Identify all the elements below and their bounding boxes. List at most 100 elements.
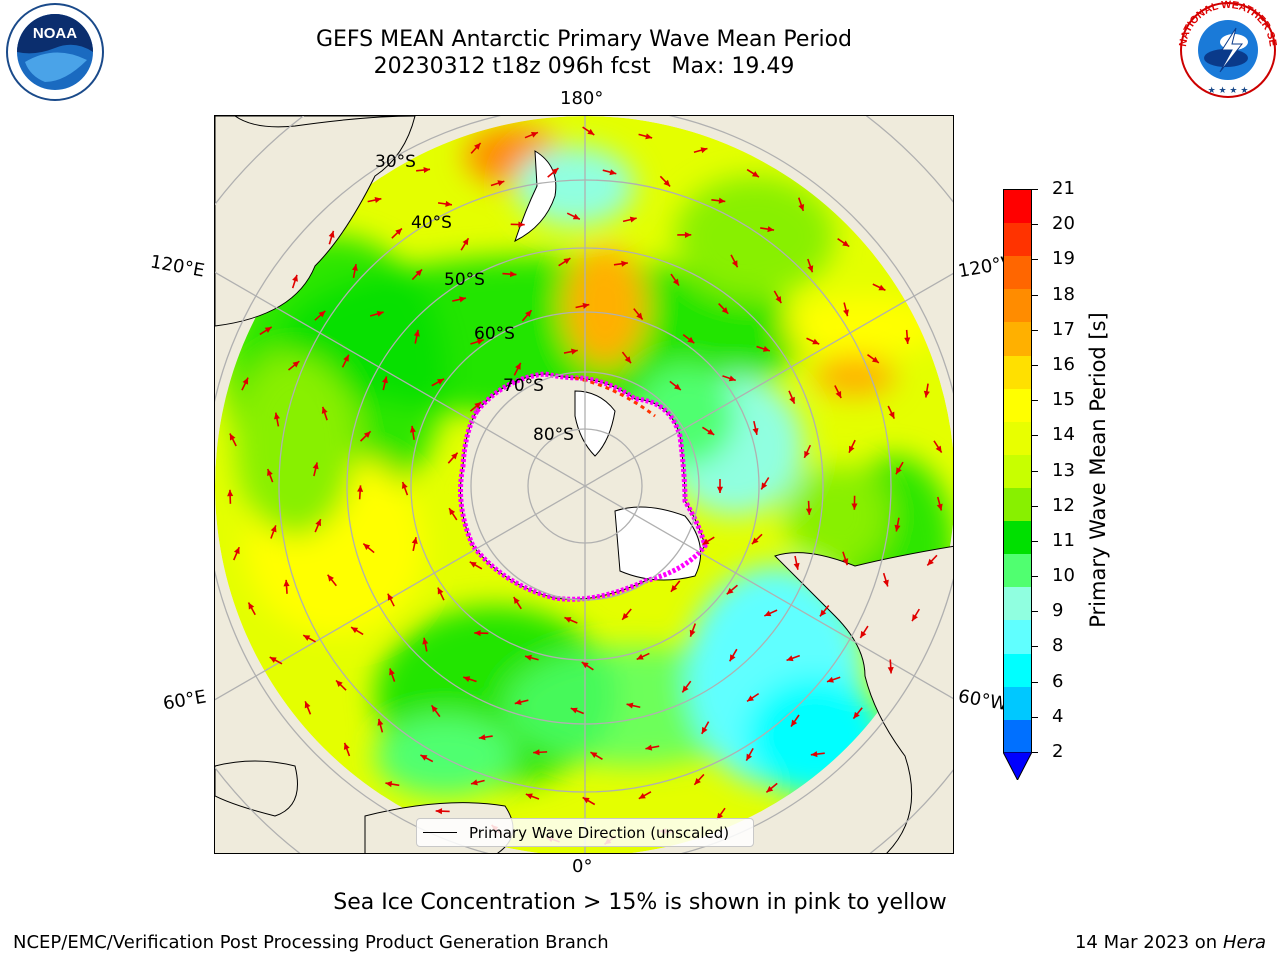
- wave-arrow-head: [729, 654, 736, 662]
- colorbar-tickmark: [1032, 470, 1038, 472]
- wave-arrow-head: [551, 168, 559, 175]
- wave-arrow-head: [728, 375, 736, 382]
- colorbar-label: Primary Wave Mean Period [s]: [1086, 312, 1110, 628]
- wave-arrow-head: [582, 797, 590, 804]
- wave-arrow-head: [716, 812, 724, 820]
- colorbar-segment: [1004, 322, 1031, 356]
- wave-arrow-head: [721, 307, 729, 314]
- wave-arrow-head: [318, 310, 326, 318]
- wave-arrow-head: [747, 695, 754, 702]
- sea-ice-caption: Sea Ice Concentration > 15% is shown in …: [333, 890, 947, 915]
- wave-arrow-head: [624, 356, 631, 364]
- wave-arrow-head: [582, 302, 590, 309]
- wave-arrow-head: [638, 792, 646, 799]
- wave-arrow-head: [409, 425, 416, 433]
- wave-arrow-head: [513, 597, 520, 604]
- wave-arrow-head: [936, 503, 943, 511]
- wave-arrow-head: [807, 265, 814, 273]
- wave-arrow-head: [374, 197, 382, 203]
- legend-label: Primary Wave Direction (unscaled): [469, 823, 730, 842]
- wave-arrow-head: [766, 785, 774, 793]
- wave-arrow-head: [871, 356, 879, 363]
- wave-arrow-head: [515, 362, 521, 370]
- colorbar-tickmark: [1032, 681, 1038, 683]
- wave-arrow-head: [395, 228, 402, 236]
- wave-direction-arrows: [227, 126, 943, 845]
- wave-arrow-head: [336, 680, 343, 687]
- wave-arrow-head: [826, 676, 834, 683]
- svg-text:★ ★ ★ ★: ★ ★ ★ ★: [1208, 86, 1249, 96]
- wave-arrow-head: [751, 537, 759, 545]
- wave-arrow-head: [451, 452, 458, 460]
- wave-arrow-head: [389, 668, 395, 676]
- wave-arrow-head: [283, 579, 290, 587]
- wave-arrow-head: [572, 213, 580, 220]
- wave-arrow-head: [590, 752, 598, 759]
- colorbar-tick-label: 15: [1052, 389, 1075, 411]
- colorbar-segment: [1004, 554, 1031, 588]
- wave-arrow-head: [798, 203, 805, 211]
- wave-arrow-head: [343, 354, 349, 362]
- wave-arrow-head: [626, 702, 634, 709]
- wave-arrow-head: [431, 705, 438, 713]
- colorbar-segment: [1004, 653, 1031, 687]
- wave-arrow-head: [357, 485, 364, 492]
- wave-arrow-head: [413, 329, 420, 337]
- map-legend: Primary Wave Direction (unscaled): [416, 818, 754, 847]
- wave-arrow-head: [673, 383, 681, 391]
- wave-arrow-head: [267, 469, 273, 476]
- wave-arrow-head: [445, 200, 452, 207]
- chart-title: GEFS MEAN Antarctic Primary Wave Mean Pe…: [315, 27, 853, 52]
- wave-arrow-head: [327, 574, 334, 582]
- wave-arrow-head: [716, 486, 724, 493]
- wave-arrow-head: [321, 406, 328, 414]
- wave-arrow-head: [894, 524, 901, 532]
- colorbar-tickmark: [1032, 646, 1038, 648]
- wave-arrow-head: [303, 635, 311, 641]
- colorbar-tick-label: 8: [1052, 635, 1064, 657]
- lat-label-70s: 70°S: [503, 376, 544, 396]
- colorbar-segment: [1004, 421, 1031, 455]
- wave-arrow-head: [752, 427, 759, 435]
- wave-arrow-head: [420, 755, 428, 761]
- chart-subtitle: 20230312 t18z 096h fcst Max: 19.49: [373, 54, 795, 79]
- lat-label-40s: 40°S: [411, 213, 452, 233]
- colorbar-segment: [1004, 454, 1031, 488]
- wave-arrow-head: [509, 271, 517, 278]
- wave-arrow-head: [819, 609, 827, 617]
- noaa-logo: NOAA: [5, 2, 105, 106]
- wave-arrow-head: [242, 377, 249, 385]
- colorbar-tick-label: 4: [1052, 705, 1064, 727]
- colorbar-segment: [1004, 355, 1031, 389]
- wave-arrow-head: [525, 654, 532, 661]
- colorbar-tick-label: 19: [1052, 248, 1075, 270]
- lon-label-60w: 60°W: [956, 685, 1010, 716]
- colorbar-tick-label: 2: [1052, 741, 1064, 762]
- colorbar-tick-label: 17: [1052, 318, 1075, 340]
- wave-arrow-head: [474, 143, 481, 150]
- colorbar-tickmark: [1032, 189, 1038, 190]
- colorbar-tickmark: [1032, 540, 1038, 542]
- wave-arrow-head: [273, 412, 280, 420]
- footer-date-text: 14 Mar 2023 on: [1074, 932, 1218, 953]
- lon-label-0: 0°: [572, 856, 593, 877]
- wave-arrow-head: [842, 240, 850, 247]
- wave-arrow-head: [707, 428, 715, 435]
- wave-arrow-head: [387, 593, 394, 601]
- wave-arrow-head: [804, 450, 810, 458]
- wave-arrow-head: [682, 685, 689, 693]
- lon-label-180: 180°: [560, 88, 604, 109]
- colorbar-under-extension: [1003, 752, 1032, 780]
- wave-arrow-head: [843, 309, 849, 317]
- colorbar-tickmark: [1032, 294, 1038, 296]
- colorbar-tickmark: [1032, 329, 1038, 331]
- wave-arrow-head: [746, 753, 753, 761]
- wave-arrow-head: [363, 543, 371, 551]
- wave-arrow-head: [663, 179, 671, 187]
- wave-arrow-head: [328, 230, 335, 238]
- wave-arrow-head: [478, 734, 486, 741]
- wave-arrow-head: [525, 310, 532, 318]
- wave-arrow-head: [518, 221, 525, 228]
- noaa-logo-text: NOAA: [33, 25, 77, 42]
- colorbar-tickmark: [1032, 224, 1038, 226]
